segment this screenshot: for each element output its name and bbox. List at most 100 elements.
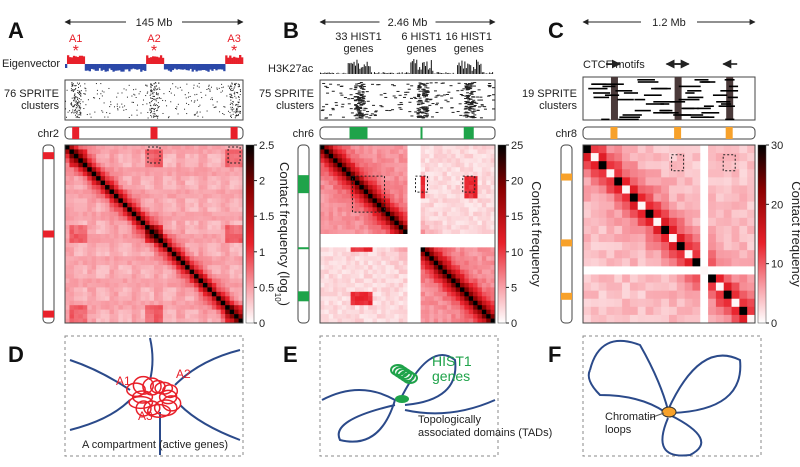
heat-cell <box>212 252 217 257</box>
heat-cell <box>118 270 123 275</box>
heat-cell <box>141 158 146 163</box>
heat-cell <box>394 252 399 257</box>
heat-cell <box>69 247 74 252</box>
heat-cell <box>342 256 347 261</box>
heat-cell <box>473 274 478 279</box>
heat-cell <box>486 305 491 310</box>
heat-cell <box>207 145 212 150</box>
heat-cell <box>599 250 607 258</box>
sprite-read <box>146 103 147 104</box>
heat-cell <box>96 216 101 221</box>
sprite-read <box>434 97 437 98</box>
heat-cell <box>320 158 325 163</box>
heat-cell <box>185 221 190 226</box>
heat-cell <box>127 243 132 248</box>
heat-cell <box>482 256 487 261</box>
heat-cell <box>132 261 137 266</box>
sprite-read <box>403 97 406 98</box>
heat-cell <box>342 287 347 292</box>
heat-cell <box>416 238 421 243</box>
heat-cell <box>614 185 622 193</box>
heat-cell <box>136 270 141 275</box>
sprite-read <box>728 97 738 99</box>
heat-cell <box>96 212 101 217</box>
heat-cell <box>408 314 413 319</box>
sprite-read <box>473 106 476 107</box>
heat-cell <box>661 161 669 169</box>
chrom-block <box>231 127 238 139</box>
heat-cell <box>181 176 186 181</box>
heat-cell <box>329 221 334 226</box>
heat-cell <box>708 266 716 274</box>
heat-cell <box>429 252 434 257</box>
heat-cell <box>136 292 141 297</box>
heat-cell <box>346 305 351 310</box>
heat-cell <box>421 225 426 230</box>
heat-cell <box>176 265 181 270</box>
heat-cell <box>368 154 373 159</box>
eigen-bar <box>164 64 166 69</box>
eigen-bar <box>213 64 215 69</box>
heat-cell <box>434 274 439 279</box>
heat-cell <box>333 265 338 270</box>
heat-cell <box>136 163 141 168</box>
heat-cell <box>591 194 599 202</box>
heat-cell <box>408 230 413 235</box>
heat-cell <box>212 238 217 243</box>
heat-cell <box>110 203 115 208</box>
heat-cell <box>386 287 391 292</box>
heat-cell <box>145 279 150 284</box>
sprite-read <box>362 92 365 93</box>
heat-cell <box>386 163 391 168</box>
heat-cell <box>373 256 378 261</box>
heat-cell <box>661 274 669 282</box>
heat-cell <box>92 256 97 261</box>
heat-cell <box>234 158 239 163</box>
heat-cell <box>320 198 325 203</box>
heat-cell <box>700 226 708 234</box>
heat-cell <box>78 252 83 257</box>
heat-cell <box>732 242 740 250</box>
heat-cell <box>403 149 408 154</box>
heat-cell <box>443 172 448 177</box>
heat-cell <box>460 283 465 288</box>
heat-cell <box>69 216 74 221</box>
heat-cell <box>364 283 369 288</box>
sprite-read <box>162 113 163 114</box>
heat-cell <box>150 301 155 306</box>
heat-cell <box>320 238 325 243</box>
heat-cell <box>123 203 128 208</box>
heat-cell <box>447 225 452 230</box>
heat-cell <box>591 299 599 307</box>
heat-cell <box>118 274 123 279</box>
heat-cell <box>172 274 177 279</box>
heat-cell <box>78 314 83 319</box>
heat-cell <box>114 243 119 248</box>
heat-cell <box>158 270 163 275</box>
heat-cell <box>127 145 132 150</box>
heat-cell <box>638 185 646 193</box>
heat-cell <box>739 169 747 177</box>
heat-cell <box>216 149 221 154</box>
heat-cell <box>167 203 172 208</box>
heat-cell <box>78 279 83 284</box>
heat-cell <box>181 301 186 306</box>
signal-bar <box>323 73 324 74</box>
heat-cell <box>221 247 226 252</box>
colorbar-tick-label: 20 <box>511 176 523 188</box>
heat-cell <box>438 212 443 217</box>
heat-cell <box>403 203 408 208</box>
chrom-block <box>421 127 423 139</box>
heat-cell <box>92 181 97 186</box>
heat-cell <box>351 292 356 297</box>
sprite-read <box>472 113 475 114</box>
heat-cell <box>141 163 146 168</box>
heat-cell <box>333 252 338 257</box>
heat-cell <box>351 279 356 284</box>
heat-cell <box>118 230 123 235</box>
sprite-read <box>420 112 423 113</box>
sprite-read <box>139 93 140 94</box>
heat-cell <box>163 305 168 310</box>
heat-cell <box>69 207 74 212</box>
sprite-read <box>358 91 361 92</box>
